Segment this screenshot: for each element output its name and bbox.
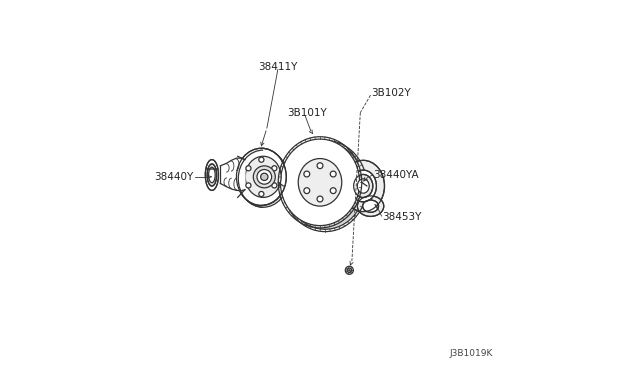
Ellipse shape	[285, 143, 365, 229]
Ellipse shape	[342, 160, 385, 212]
Text: 38411Y: 38411Y	[258, 62, 298, 72]
Text: J3B1019K: J3B1019K	[449, 349, 493, 358]
Ellipse shape	[363, 200, 378, 212]
Ellipse shape	[298, 158, 342, 206]
Circle shape	[260, 173, 268, 180]
Circle shape	[317, 163, 323, 169]
Circle shape	[346, 266, 353, 274]
Ellipse shape	[280, 139, 360, 225]
Ellipse shape	[357, 179, 369, 193]
Circle shape	[330, 188, 336, 193]
Circle shape	[317, 196, 323, 202]
Circle shape	[257, 170, 271, 184]
Circle shape	[253, 166, 275, 188]
Ellipse shape	[245, 156, 281, 198]
Text: 3B102Y: 3B102Y	[371, 87, 411, 97]
Ellipse shape	[236, 148, 286, 205]
Circle shape	[330, 171, 336, 177]
Ellipse shape	[238, 150, 288, 207]
Ellipse shape	[354, 174, 373, 198]
Circle shape	[272, 166, 277, 171]
Polygon shape	[220, 158, 245, 191]
Circle shape	[259, 192, 264, 196]
Circle shape	[272, 183, 277, 188]
Ellipse shape	[303, 162, 347, 210]
Ellipse shape	[350, 170, 376, 202]
Text: 3B101Y: 3B101Y	[287, 108, 327, 118]
Text: 38440YA: 38440YA	[373, 170, 419, 180]
Circle shape	[304, 171, 310, 177]
Circle shape	[304, 188, 310, 193]
Circle shape	[259, 157, 264, 162]
Circle shape	[246, 166, 251, 171]
Circle shape	[246, 183, 251, 188]
Circle shape	[347, 268, 351, 272]
Ellipse shape	[357, 196, 384, 217]
Ellipse shape	[207, 164, 217, 186]
Ellipse shape	[209, 167, 215, 183]
Text: 38453Y: 38453Y	[382, 212, 422, 222]
Text: 38440Y: 38440Y	[154, 172, 193, 182]
Ellipse shape	[205, 160, 218, 190]
